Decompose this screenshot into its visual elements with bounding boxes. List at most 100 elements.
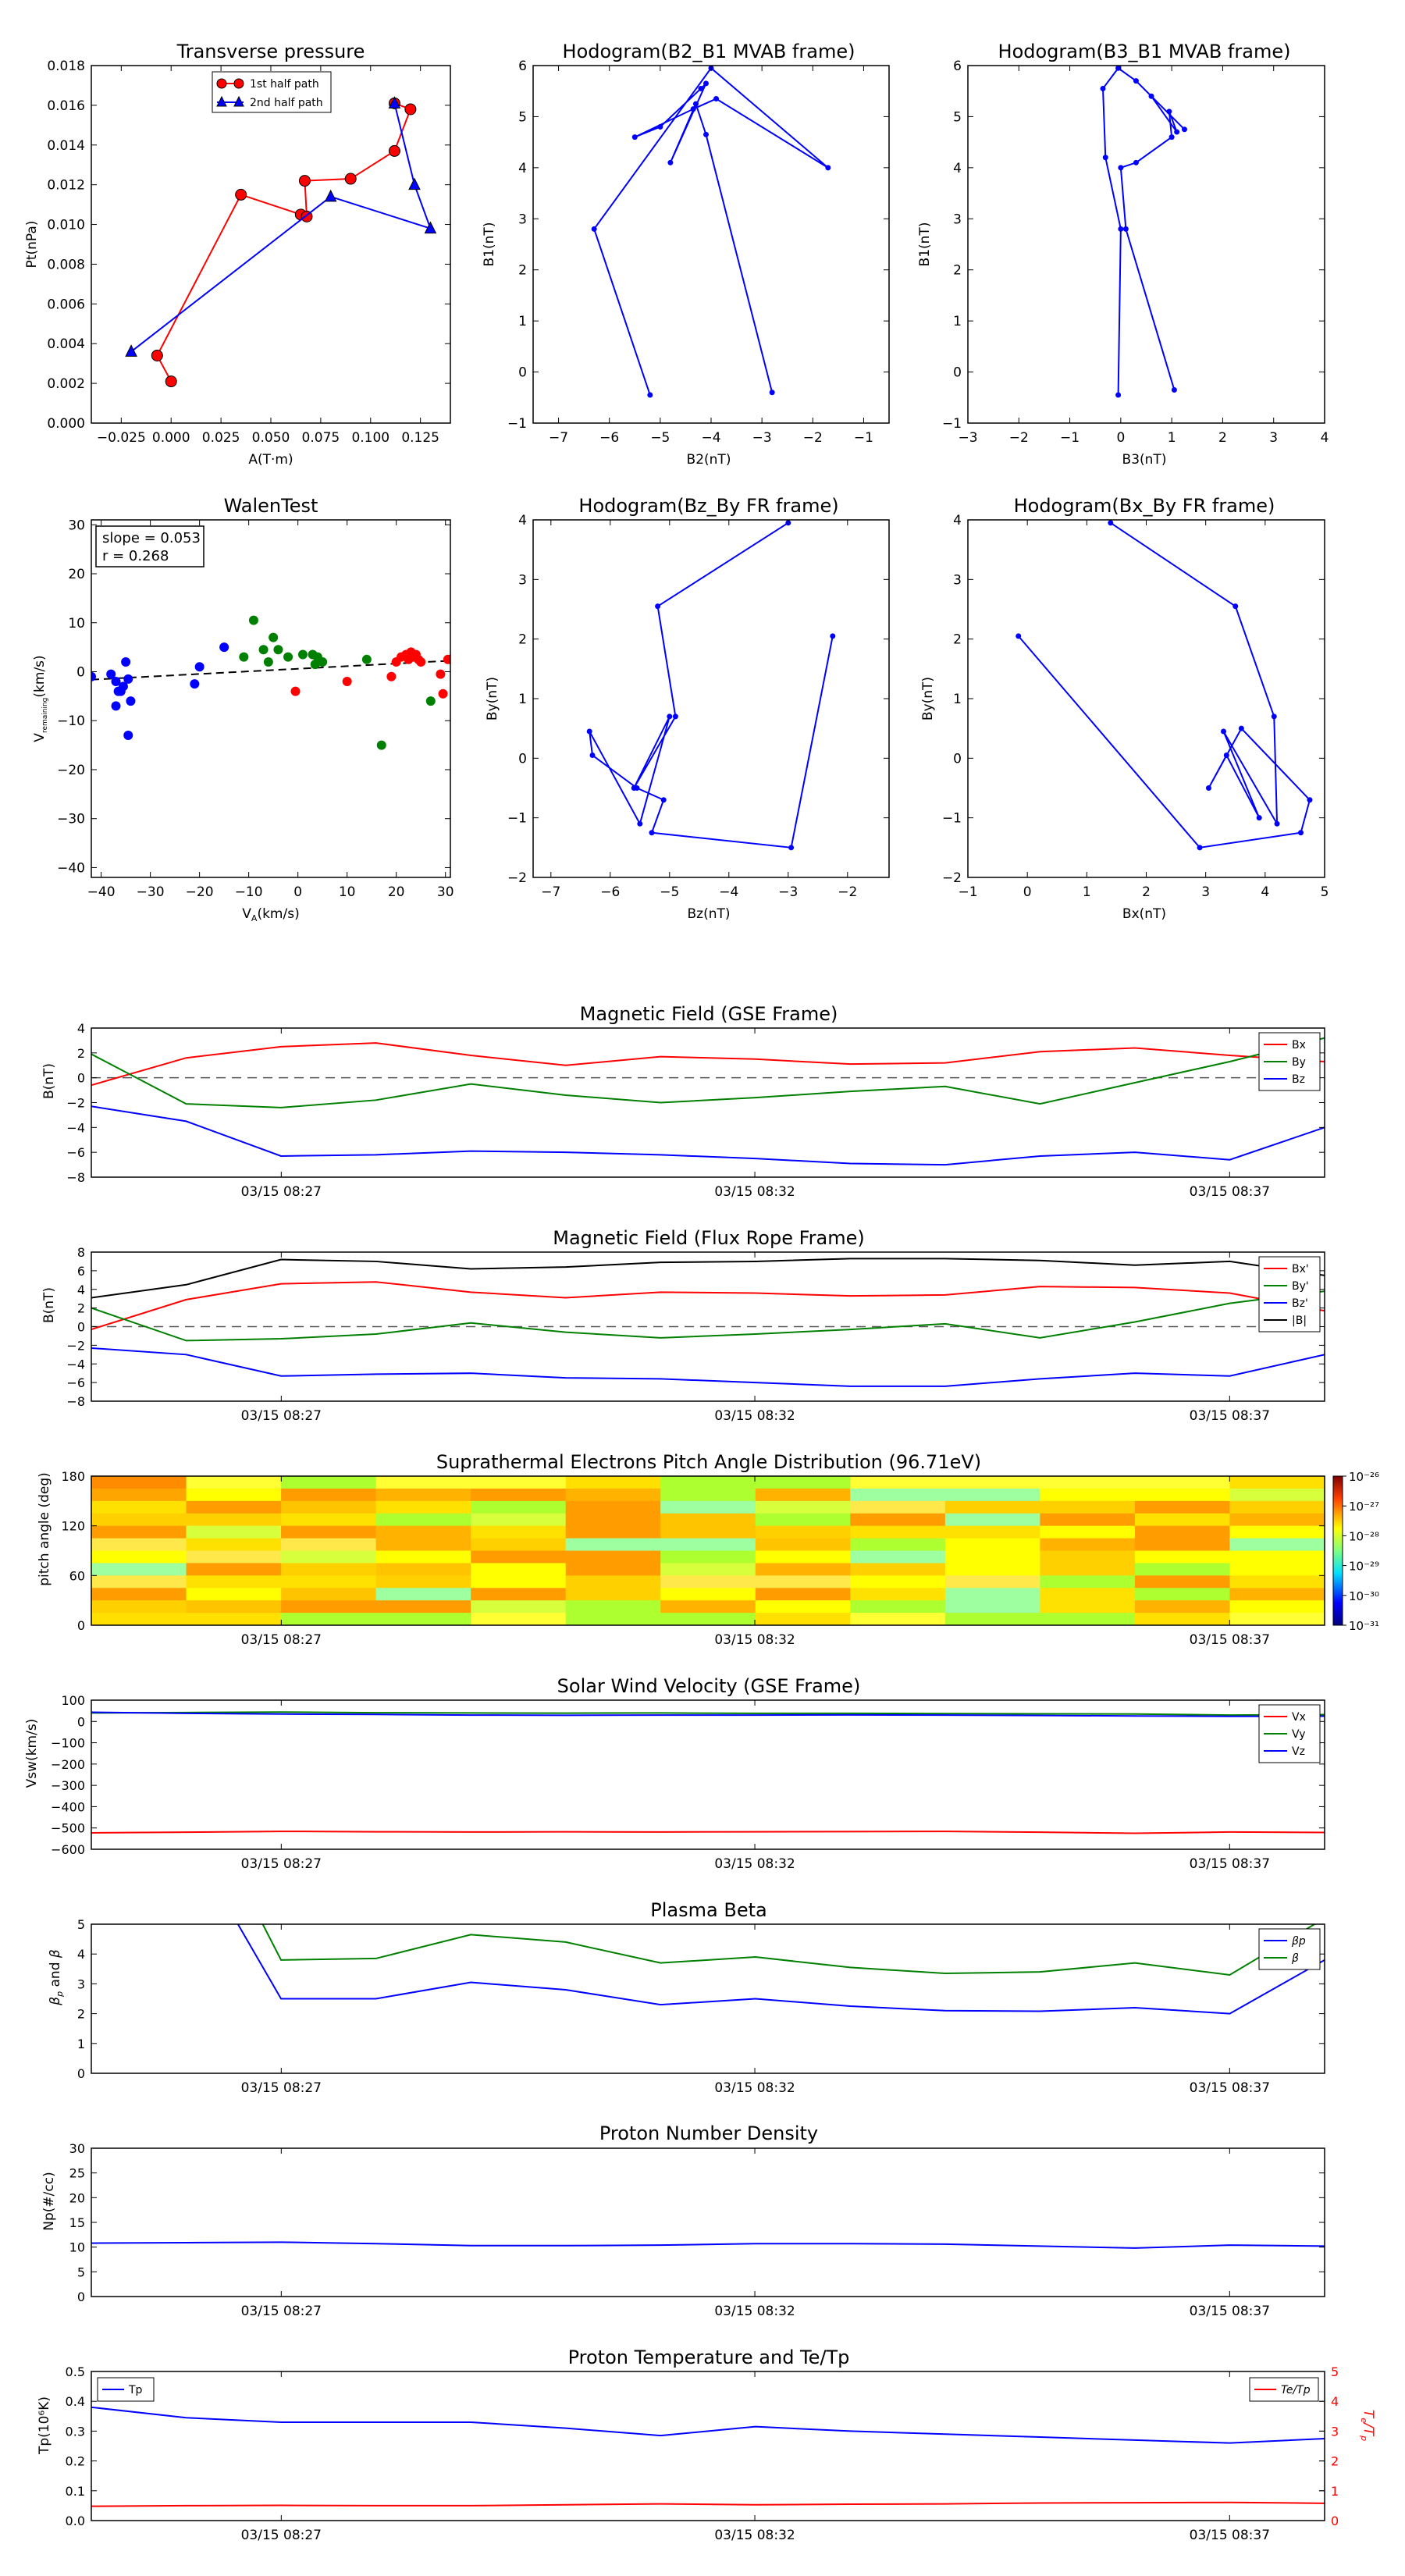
- pad-cell: [1229, 1563, 1325, 1577]
- h31-ytick-label: −1: [942, 416, 962, 432]
- h31-xtick-label: −1: [1060, 430, 1080, 446]
- pad-cell: [944, 1476, 1041, 1489]
- pad-cell: [91, 1613, 187, 1625]
- hzy-ytick-label: −2: [507, 870, 527, 886]
- beta-legend-label: β: [1291, 1952, 1299, 1965]
- hzy-xtick-label: −6: [600, 884, 620, 900]
- pad-cell: [471, 1488, 567, 1502]
- h21-ytick-label: 1: [518, 314, 527, 329]
- walen-title: WalenTest: [224, 495, 318, 517]
- np-time-label: 03/15 08:32: [714, 2304, 795, 2319]
- h21-point: [667, 159, 674, 165]
- tp-time-label: 03/15 08:27: [241, 2528, 322, 2543]
- hzy-ytick-label: 0: [518, 751, 527, 767]
- bgse-ytick-label: −2: [66, 1096, 85, 1111]
- bgse-ytick-label: −8: [66, 1170, 85, 1185]
- bfr-series-B-line: [91, 1258, 1325, 1299]
- h21-xtick-label: −3: [752, 430, 772, 446]
- bgse-plot-area: [91, 1037, 1325, 1166]
- walen-ytick-label: −20: [57, 763, 85, 778]
- pad-cell: [1040, 1563, 1136, 1577]
- walen-fit-line: [91, 660, 450, 681]
- pad-cell: [91, 1563, 187, 1577]
- tp-y2tick-label: 0: [1331, 2514, 1339, 2528]
- pad-cell: [186, 1575, 283, 1589]
- h31-point: [1100, 85, 1106, 91]
- pad-cell: [281, 1613, 377, 1625]
- hzy-point: [667, 713, 673, 720]
- pt-xtick-label: 0.100: [351, 430, 389, 446]
- np-ytick-label: 25: [69, 2166, 85, 2181]
- walen-xtick-label: −30: [137, 884, 165, 900]
- vsw-ytick-label: 0: [77, 1714, 85, 1729]
- pad-cell: [1229, 1600, 1325, 1614]
- walen-point: [123, 731, 133, 741]
- tp-frame: [91, 2371, 1325, 2521]
- pad-cell: [755, 1488, 852, 1502]
- hxy-xtick-label: 2: [1142, 884, 1151, 900]
- h31-xtick-label: 1: [1168, 430, 1176, 446]
- pt-frame: [91, 65, 451, 424]
- walen-plot-area: [91, 615, 450, 750]
- pt-ytick-label: 0.012: [47, 178, 85, 194]
- hxy-point: [1108, 520, 1114, 526]
- hzy-point: [660, 797, 667, 803]
- pt-ytick-label: 0.002: [47, 376, 85, 392]
- hxy-point: [1271, 713, 1277, 720]
- bfr-time-label: 03/15 08:37: [1190, 1408, 1270, 1424]
- beta-ytick-label: 2: [77, 2007, 85, 2022]
- pad-colorbar-label: 10⁻³⁰: [1349, 1589, 1379, 1603]
- h31-plot-area: [1100, 66, 1187, 398]
- hxy-xtick-label: 5: [1321, 884, 1329, 900]
- pad-cell: [660, 1476, 756, 1489]
- pad-cell: [1040, 1575, 1136, 1589]
- pad-cell: [755, 1613, 852, 1625]
- vsw-ytick-label: −300: [51, 1778, 85, 1793]
- vsw-ytick-label: −400: [51, 1799, 85, 1814]
- pad-cell: [471, 1500, 567, 1514]
- pad-cell: [375, 1600, 472, 1614]
- beta-ytick-label: 3: [77, 1976, 85, 1991]
- h31-point: [1118, 165, 1124, 171]
- walen-point: [121, 656, 131, 667]
- pad-cell: [1229, 1550, 1325, 1564]
- hzy-ytick-label: 3: [518, 572, 527, 588]
- pad-cell: [1229, 1488, 1325, 1502]
- bfr-legend-label: |B|: [1292, 1315, 1307, 1327]
- walen-point: [425, 696, 436, 706]
- pad-cell: [755, 1550, 852, 1564]
- h31-point: [1133, 159, 1139, 165]
- walen-point: [283, 652, 293, 662]
- pad-cell: [565, 1575, 662, 1589]
- bfr-ylabel: B(nT): [41, 1287, 57, 1323]
- walen-xtick-label: −40: [87, 884, 116, 900]
- h31-ytick-label: 6: [953, 59, 962, 74]
- h31-point: [1174, 129, 1180, 135]
- bgse-ytick-label: 0: [77, 1071, 85, 1086]
- pad-cell: [850, 1575, 946, 1589]
- walen-annotation-line: r = 0.268: [102, 548, 169, 564]
- vsw-legend-label: Vy: [1292, 1728, 1306, 1741]
- h21-point: [631, 134, 638, 141]
- pad-cell: [375, 1476, 472, 1489]
- pad-cell: [375, 1550, 472, 1564]
- pad-cell: [471, 1525, 567, 1539]
- pad-cell: [281, 1525, 377, 1539]
- pad-cell: [91, 1600, 187, 1614]
- pad-cell: [565, 1600, 662, 1614]
- walen-xtick-label: 10: [339, 884, 356, 900]
- pad-cell: [944, 1575, 1041, 1589]
- pad-cell: [1134, 1500, 1231, 1514]
- pad-cell: [91, 1538, 187, 1552]
- walen-point: [436, 669, 446, 679]
- vsw-plot-area: [91, 1711, 1325, 1834]
- pad-cell: [1134, 1600, 1231, 1614]
- pad-cell: [660, 1538, 756, 1552]
- pad-cell: [281, 1513, 377, 1527]
- hxy-point: [1197, 845, 1203, 851]
- np-plot-area: [91, 2241, 1325, 2249]
- beta-time-label: 03/15 08:27: [241, 2080, 322, 2096]
- hzy-frame: [532, 519, 890, 878]
- pad-cell: [944, 1588, 1041, 1602]
- h31-series-0-line: [1101, 66, 1186, 396]
